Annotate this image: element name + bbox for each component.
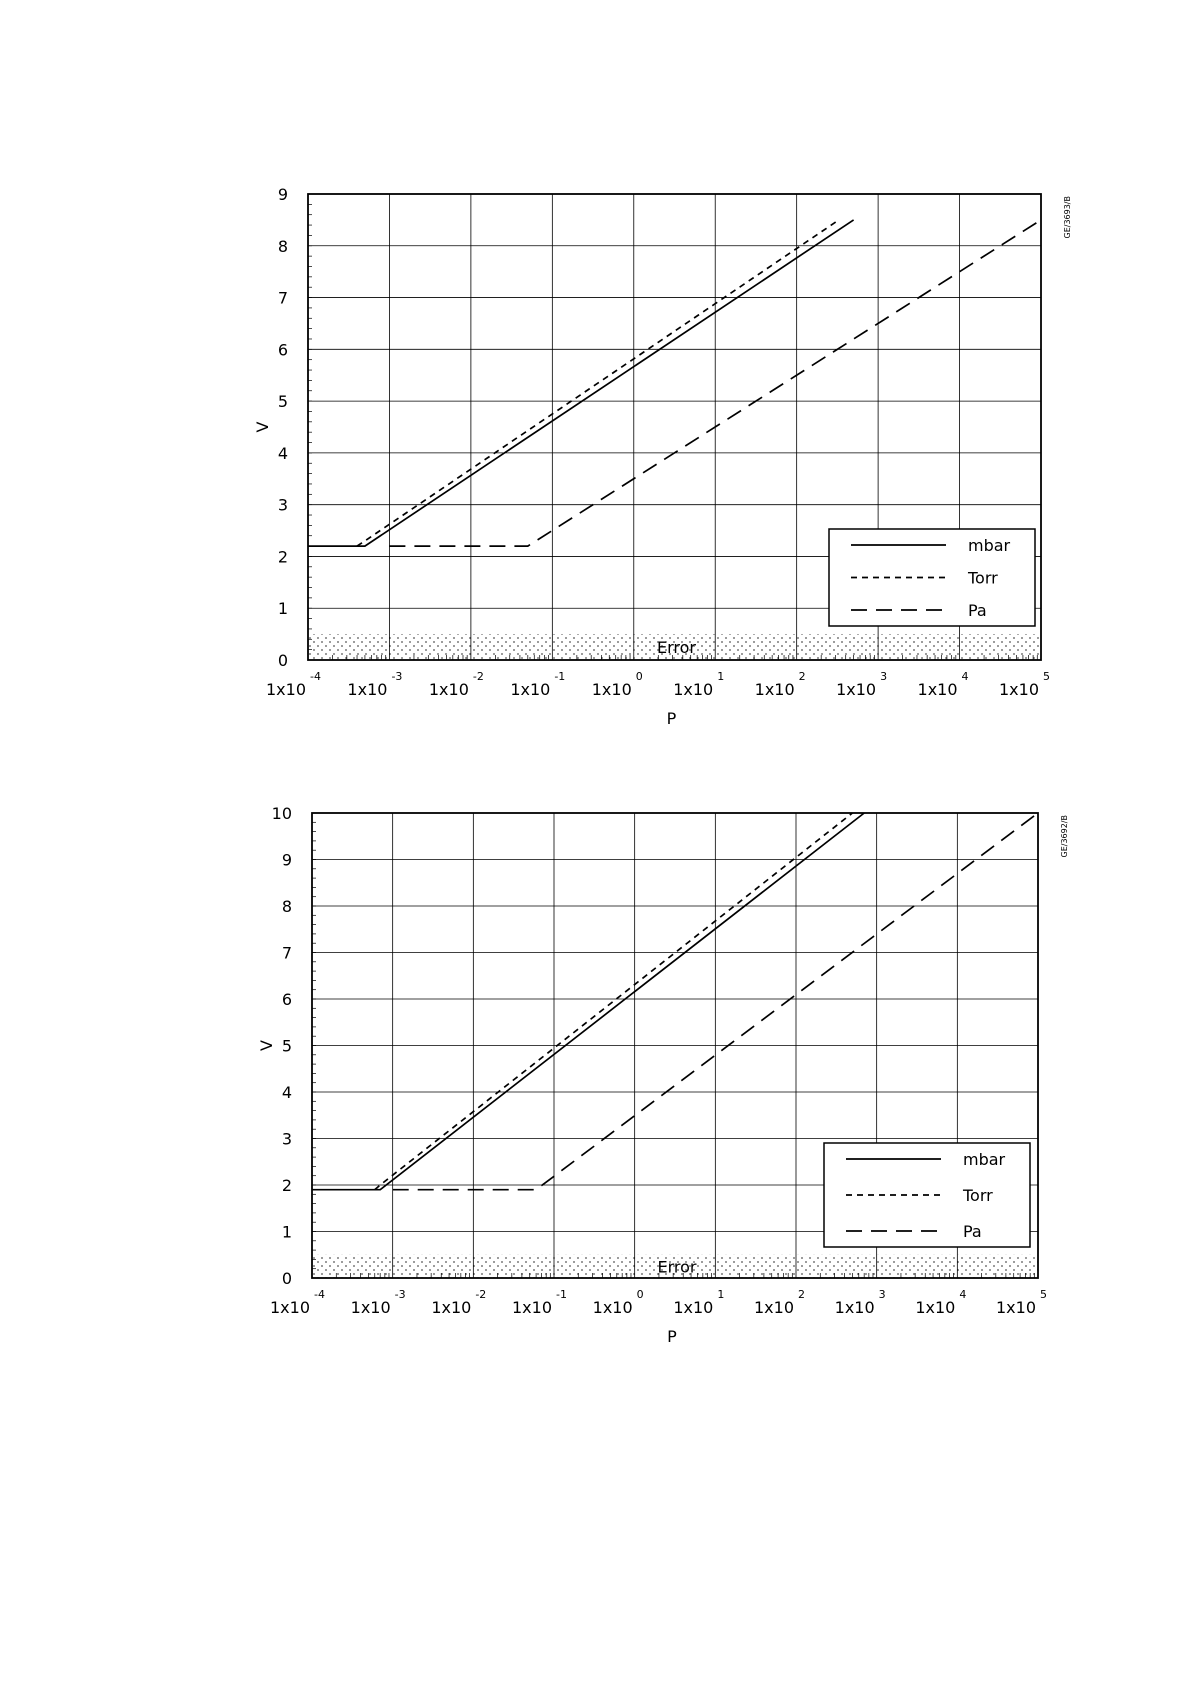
y-tick-label: 2 — [278, 547, 288, 566]
x-tick-label: 1x10 — [755, 680, 795, 699]
legend-label-mbar: mbar — [963, 1150, 1006, 1169]
series-line-pa — [389, 219, 1042, 547]
legend-label-mbar: mbar — [968, 536, 1011, 555]
x-tick-exponent: -1 — [556, 1288, 567, 1301]
y-tick-label: 8 — [282, 897, 292, 916]
x-axis-title: P — [667, 1327, 677, 1346]
y-tick-label: 7 — [282, 944, 292, 963]
x-tick-exponent: -3 — [395, 1288, 406, 1301]
x-tick-label: 1x10 — [592, 680, 632, 699]
x-tick-exponent: -4 — [310, 670, 321, 683]
error-band — [308, 634, 1041, 660]
x-tick-exponent: 2 — [798, 1288, 805, 1301]
y-tick-label: 5 — [278, 392, 288, 411]
legend-label-torr: Torr — [967, 569, 998, 588]
x-tick-label: 1x10 — [918, 680, 958, 699]
x-tick-label: 1x10 — [593, 1298, 633, 1317]
y-tick-label: 9 — [278, 185, 288, 204]
x-tick-exponent: 5 — [1040, 1288, 1047, 1301]
x-tick-exponent: -4 — [314, 1288, 325, 1301]
x-tick-label: 1x10 — [673, 1298, 713, 1317]
figure-id: GE/3692/B — [1060, 815, 1069, 858]
series-line-torr — [356, 219, 840, 547]
y-tick-label: 6 — [278, 340, 288, 359]
x-tick-exponent: 4 — [962, 670, 969, 683]
y-tick-label: 3 — [278, 496, 288, 515]
y-axis-title: V — [253, 421, 272, 432]
series-line-torr — [374, 812, 853, 1191]
y-tick-label: 5 — [282, 1037, 292, 1056]
x-tick-label: 1x10 — [754, 1298, 794, 1317]
legend-label-pa: Pa — [968, 601, 987, 620]
x-tick-exponent: 0 — [637, 1288, 644, 1301]
x-tick-exponent: -3 — [391, 670, 402, 683]
plot-frame — [311, 812, 1039, 1279]
x-tick-label: 1x10 — [510, 680, 550, 699]
chart-bottom: 0123456789101x10-41x10-31x10-21x10-11x10… — [257, 804, 1069, 1346]
y-tick-label: 3 — [282, 1130, 292, 1149]
x-tick-exponent: 2 — [799, 670, 806, 683]
y-tick-label: 1 — [282, 1223, 292, 1242]
x-tick-exponent: -2 — [475, 1288, 486, 1301]
series-line-pa — [392, 812, 1039, 1191]
x-axis-title: P — [667, 709, 677, 728]
x-tick-label: 1x10 — [915, 1298, 955, 1317]
figure-id: GE/3693/B — [1063, 196, 1072, 239]
y-tick-label: 4 — [282, 1083, 292, 1102]
x-tick-exponent: -1 — [554, 670, 565, 683]
x-tick-label: 1x10 — [431, 1298, 471, 1317]
x-tick-exponent: 1 — [717, 670, 724, 683]
x-tick-exponent: 3 — [880, 670, 887, 683]
x-tick-label: 1x10 — [266, 680, 306, 699]
y-tick-label: 7 — [278, 289, 288, 308]
x-tick-exponent: 1 — [717, 1288, 724, 1301]
x-tick-label: 1x10 — [270, 1298, 310, 1317]
x-tick-exponent: -2 — [473, 670, 484, 683]
y-tick-label: 10 — [272, 804, 292, 823]
x-tick-label: 1x10 — [999, 680, 1039, 699]
y-tick-label: 1 — [278, 599, 288, 618]
chart-top: 01234567891x10-41x10-31x10-21x10-11x1001… — [253, 185, 1072, 728]
x-tick-label: 1x10 — [673, 680, 713, 699]
x-tick-exponent: 5 — [1043, 670, 1050, 683]
y-tick-label: 0 — [282, 1269, 292, 1288]
x-tick-label: 1x10 — [512, 1298, 552, 1317]
x-tick-exponent: 3 — [879, 1288, 886, 1301]
x-tick-exponent: 4 — [959, 1288, 966, 1301]
error-band-label: Error — [657, 638, 696, 657]
plot-frame — [307, 193, 1042, 661]
x-tick-label: 1x10 — [836, 680, 876, 699]
error-band — [312, 1254, 1038, 1278]
y-tick-label: 8 — [278, 237, 288, 256]
x-tick-exponent: 0 — [636, 670, 643, 683]
y-axis-title: V — [257, 1040, 276, 1051]
y-tick-label: 0 — [278, 651, 288, 670]
legend-label-pa: Pa — [963, 1222, 982, 1241]
series-line-mbar — [312, 812, 865, 1191]
y-tick-label: 6 — [282, 990, 292, 1009]
y-tick-label: 4 — [278, 444, 288, 463]
x-tick-label: 1x10 — [996, 1298, 1036, 1317]
series-line-mbar — [308, 219, 855, 547]
x-tick-label: 1x10 — [835, 1298, 875, 1317]
x-tick-label: 1x10 — [429, 680, 469, 699]
error-band-label: Error — [658, 1257, 697, 1276]
y-tick-label: 9 — [282, 851, 292, 870]
x-tick-label: 1x10 — [347, 680, 387, 699]
y-tick-label: 2 — [282, 1176, 292, 1195]
x-tick-label: 1x10 — [351, 1298, 391, 1317]
legend-label-torr: Torr — [962, 1186, 993, 1205]
